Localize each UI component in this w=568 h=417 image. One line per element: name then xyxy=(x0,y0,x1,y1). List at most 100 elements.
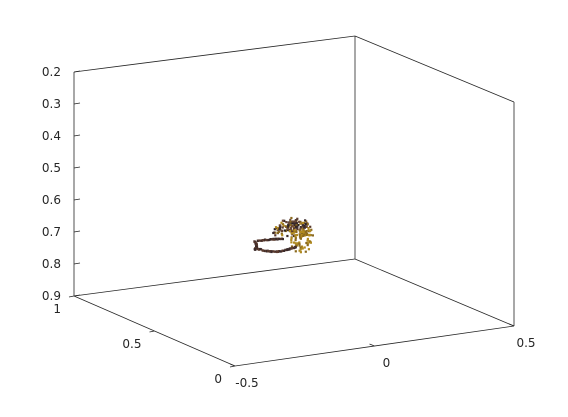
data-point xyxy=(303,233,306,236)
data-point xyxy=(305,230,308,233)
x-tick xyxy=(229,363,236,367)
data-point xyxy=(298,233,301,236)
data-point xyxy=(301,224,305,227)
z-tick-label: 0.6 xyxy=(42,193,61,207)
data-point xyxy=(295,223,298,227)
data-point xyxy=(267,250,270,253)
data-point xyxy=(276,229,279,232)
data-point xyxy=(300,234,303,237)
data-point xyxy=(291,224,294,228)
data-point xyxy=(290,216,293,220)
axes-box xyxy=(73,35,515,367)
data-point xyxy=(308,233,311,236)
data-point xyxy=(298,242,301,245)
data-point xyxy=(254,248,257,251)
data-point xyxy=(261,239,264,242)
data-point xyxy=(299,246,302,249)
data-point xyxy=(262,249,265,252)
data-point xyxy=(301,230,305,233)
data-point xyxy=(309,225,312,228)
data-point xyxy=(298,220,301,223)
data-point xyxy=(306,244,309,247)
z-tick-label: 0.4 xyxy=(42,129,61,143)
data-point xyxy=(274,234,277,237)
data-point xyxy=(299,222,302,225)
data-point xyxy=(293,223,296,226)
data-point xyxy=(273,250,276,253)
point-cloud xyxy=(253,216,314,254)
data-point xyxy=(278,237,281,240)
data-point xyxy=(292,229,295,232)
data-point xyxy=(293,227,296,230)
data-point xyxy=(295,233,298,237)
data-point xyxy=(290,237,293,240)
data-point xyxy=(290,238,293,241)
data-point xyxy=(278,228,281,231)
data-point xyxy=(281,219,284,222)
data-point xyxy=(281,223,285,226)
data-point xyxy=(310,228,313,231)
z-tick xyxy=(73,70,81,73)
data-point xyxy=(306,237,309,240)
data-point xyxy=(305,241,308,245)
data-point xyxy=(295,226,298,229)
z-tick xyxy=(73,102,81,105)
data-point xyxy=(279,225,282,228)
data-point xyxy=(294,239,297,242)
data-point xyxy=(305,225,308,228)
axis-tick-labels: 0.2 0.3 0.4 0.5 0.6 0.7 0.8 0.9 0 0.5 1 -0.5 0 0.5 xyxy=(42,65,536,390)
data-point xyxy=(259,239,262,242)
z-tick xyxy=(73,294,81,297)
data-point xyxy=(293,229,296,232)
box-edge-floor-back-right xyxy=(354,258,515,327)
data-point xyxy=(294,235,297,238)
data-point xyxy=(300,245,304,248)
data-point xyxy=(299,226,302,229)
data-point xyxy=(301,247,304,250)
data-point xyxy=(287,224,290,227)
data-point xyxy=(294,250,297,253)
box-edge-top-left xyxy=(73,35,356,73)
data-point xyxy=(303,246,306,249)
data-point xyxy=(294,242,297,245)
data-point xyxy=(289,223,292,226)
data-point xyxy=(273,238,276,241)
data-point xyxy=(302,229,305,232)
data-point xyxy=(299,248,302,251)
data-point xyxy=(296,217,299,220)
data-point xyxy=(301,227,304,230)
data-point xyxy=(285,221,288,224)
y-tick-label: 0 xyxy=(214,372,222,386)
data-point xyxy=(307,227,310,230)
data-point xyxy=(272,231,275,235)
z-tick xyxy=(73,230,81,233)
data-point xyxy=(281,234,284,237)
y-tick xyxy=(229,365,236,368)
data-point xyxy=(307,228,310,231)
data-point xyxy=(257,248,260,251)
data-point xyxy=(286,229,289,232)
data-point xyxy=(306,239,309,242)
data-point xyxy=(293,231,296,234)
data-point xyxy=(304,222,307,225)
data-point xyxy=(301,223,305,226)
data-point xyxy=(303,224,306,228)
data-point xyxy=(284,225,287,228)
z-tick-label: 0.5 xyxy=(42,161,61,175)
data-point xyxy=(294,220,297,223)
data-point xyxy=(290,222,294,225)
data-point xyxy=(307,248,310,251)
y-tick-label: 0.5 xyxy=(122,337,141,351)
data-point xyxy=(256,239,259,242)
z-tick-label: 0.3 xyxy=(42,97,61,111)
z-tick xyxy=(73,166,81,169)
data-point xyxy=(294,219,298,222)
data-point xyxy=(291,232,294,235)
data-point xyxy=(305,233,308,237)
data-point xyxy=(264,249,267,252)
z-tick-label: 0.2 xyxy=(42,65,61,79)
data-point xyxy=(259,248,263,251)
data-point xyxy=(302,221,305,224)
data-point xyxy=(305,232,308,235)
